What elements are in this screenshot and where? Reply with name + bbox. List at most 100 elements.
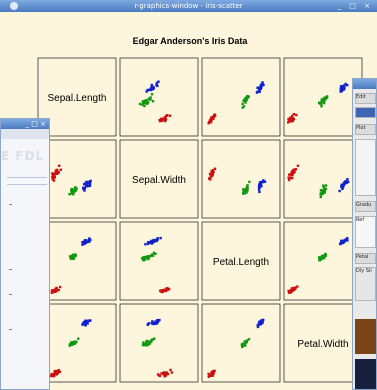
data-point <box>89 179 92 183</box>
data-point <box>322 185 325 189</box>
data-point <box>287 176 290 179</box>
data-point <box>288 120 292 123</box>
data-point <box>170 371 174 374</box>
data-point <box>151 99 155 103</box>
list-item[interactable] <box>9 329 12 330</box>
data-point <box>288 176 292 179</box>
data-point <box>241 102 244 106</box>
data-point <box>242 344 246 347</box>
data-point <box>69 341 73 344</box>
data-point <box>53 372 56 375</box>
data-point <box>70 187 73 191</box>
data-point <box>244 99 247 102</box>
panel-frame <box>201 57 281 137</box>
panel-row-dly[interactable]: Dly Sli <box>355 267 376 301</box>
data-point <box>160 290 164 294</box>
panel-row-ref[interactable]: Ref <box>355 216 376 248</box>
data-point <box>338 189 341 193</box>
panel-frame <box>201 221 281 301</box>
data-point <box>213 369 216 373</box>
data-point <box>55 369 58 373</box>
data-point <box>292 112 296 116</box>
data-point <box>246 189 249 192</box>
data-point <box>212 115 215 118</box>
data-point <box>73 190 76 193</box>
color-swatch-navy[interactable] <box>355 359 376 389</box>
data-point <box>163 119 167 123</box>
data-point <box>51 176 54 179</box>
data-point <box>290 115 294 118</box>
data-point <box>342 240 345 243</box>
data-point <box>323 189 326 192</box>
data-point <box>342 88 346 91</box>
data-point <box>258 322 261 325</box>
data-point <box>56 170 59 173</box>
data-point <box>149 96 152 99</box>
color-swatch-brown[interactable] <box>355 319 376 354</box>
list-item[interactable] <box>9 294 12 295</box>
data-point <box>211 369 215 373</box>
panel-frame <box>119 57 199 137</box>
data-point <box>138 102 142 106</box>
data-point <box>322 191 325 195</box>
window-controls[interactable]: _ □ × <box>337 2 373 10</box>
data-point <box>87 240 91 243</box>
data-point <box>146 241 150 244</box>
data-point <box>319 258 322 261</box>
panel-row-petal[interactable]: Petal <box>355 253 376 264</box>
panel-row-plot[interactable]: Plot <box>355 124 376 135</box>
right-titlebar[interactable] <box>353 79 376 89</box>
data-point <box>212 372 215 376</box>
data-point <box>156 318 159 322</box>
list-item[interactable] <box>9 204 12 205</box>
data-point <box>88 183 92 186</box>
data-point <box>209 120 213 124</box>
data-point <box>324 97 327 101</box>
data-point <box>246 95 249 98</box>
data-point <box>166 288 170 291</box>
data-point <box>151 87 154 90</box>
data-point <box>152 254 155 257</box>
data-point <box>345 180 348 183</box>
data-point <box>88 319 92 322</box>
data-point <box>261 82 264 86</box>
panel-row-toolbar[interactable] <box>355 107 376 118</box>
data-point <box>256 325 260 329</box>
data-point <box>52 374 55 377</box>
data-point <box>83 189 86 192</box>
data-point <box>212 170 215 174</box>
data-point <box>84 181 88 184</box>
data-point <box>325 96 329 99</box>
data-point <box>244 341 248 344</box>
list-item[interactable] <box>9 269 12 270</box>
data-point <box>289 290 293 294</box>
data-point <box>52 179 56 182</box>
data-point <box>259 182 263 185</box>
data-point <box>82 321 85 325</box>
data-point <box>51 172 54 175</box>
data-point <box>245 97 248 101</box>
data-point <box>207 372 210 376</box>
variable-label: Petal.Length <box>213 257 269 268</box>
main-titlebar[interactable]: r-graphics-window - iris-scatter _ □ × <box>0 0 377 12</box>
data-point <box>149 87 153 90</box>
data-point <box>155 321 159 325</box>
data-point <box>257 188 261 191</box>
data-point <box>147 97 150 100</box>
left-titlebar[interactable]: _ □ × <box>1 119 49 129</box>
panel-row-gradu[interactable]: Gradu <box>355 201 376 212</box>
data-point <box>83 186 86 190</box>
left-window-controls[interactable]: _ □ × <box>25 120 46 128</box>
data-point <box>73 341 76 344</box>
data-point <box>164 374 168 377</box>
data-point <box>74 254 78 257</box>
variable-label: Sepal.Length <box>48 93 107 104</box>
data-point <box>258 88 261 92</box>
data-point <box>83 322 87 325</box>
data-point <box>163 375 166 378</box>
data-point <box>323 187 326 190</box>
scatterplot-matrix: Edgar Anderson's Iris Data Sepal.Length Se… <box>37 36 363 383</box>
panel-row-edit[interactable]: Edit <box>355 93 376 104</box>
data-point <box>343 84 346 87</box>
